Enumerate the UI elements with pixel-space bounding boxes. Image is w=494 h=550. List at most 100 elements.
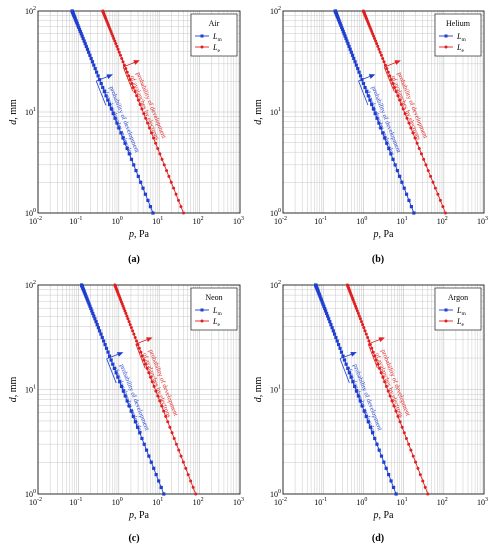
data-point bbox=[158, 399, 162, 403]
data-point bbox=[99, 81, 103, 86]
data-point bbox=[189, 479, 193, 483]
legend-title: Helium bbox=[446, 19, 471, 28]
data-point bbox=[162, 163, 166, 167]
data-point bbox=[121, 389, 125, 393]
annotation-arrow bbox=[358, 74, 376, 106]
y-tick-label: 101 bbox=[270, 385, 281, 395]
data-point bbox=[139, 180, 143, 184]
data-point bbox=[127, 404, 131, 408]
data-point bbox=[409, 448, 413, 452]
data-point bbox=[123, 309, 127, 313]
data-point bbox=[114, 42, 118, 46]
data-point bbox=[328, 320, 332, 324]
data-point bbox=[354, 304, 358, 308]
data-point bbox=[360, 404, 364, 408]
data-point bbox=[87, 50, 91, 54]
legend-label: Le bbox=[212, 43, 220, 54]
data-point bbox=[136, 98, 140, 102]
data-point bbox=[142, 358, 146, 362]
x-tick-label: 101 bbox=[397, 497, 408, 507]
legend-title: Neon bbox=[205, 293, 222, 302]
data-point bbox=[104, 94, 108, 98]
data-point bbox=[119, 131, 123, 135]
data-point bbox=[122, 307, 126, 311]
chart-panel-d: 10-2 10-1 100 101 102 103 100 101 102 p, Pa d, mm (… bbox=[253, 280, 488, 544]
data-point bbox=[121, 136, 125, 140]
data-point bbox=[74, 20, 79, 24]
data-point bbox=[94, 320, 98, 324]
data-point bbox=[98, 329, 102, 333]
y-tick-label: 100 bbox=[25, 489, 36, 499]
data-point bbox=[351, 380, 355, 384]
data-point bbox=[343, 34, 347, 38]
data-point bbox=[111, 111, 115, 116]
data-point bbox=[93, 317, 97, 321]
data-point bbox=[174, 192, 178, 196]
data-point bbox=[92, 314, 96, 318]
data-point bbox=[342, 32, 346, 36]
data-point bbox=[100, 335, 104, 340]
data-point bbox=[156, 394, 160, 398]
y-axis-label: d, mm bbox=[253, 99, 264, 125]
data-point bbox=[326, 314, 330, 318]
data-point bbox=[418, 473, 422, 477]
annotation-arrow bbox=[383, 60, 401, 92]
data-point bbox=[127, 74, 131, 78]
data-point bbox=[347, 44, 351, 49]
legend-box bbox=[190, 287, 238, 331]
data-point bbox=[82, 39, 86, 43]
data-point bbox=[143, 362, 147, 366]
x-tick-label: 102 bbox=[193, 497, 204, 507]
legend-item-Lm: Lm bbox=[195, 306, 222, 317]
data-point bbox=[352, 56, 356, 61]
legend-item-Le: Le bbox=[439, 317, 464, 328]
data-point bbox=[182, 211, 186, 215]
data-point bbox=[109, 358, 113, 362]
data-point bbox=[384, 466, 388, 470]
data-point bbox=[89, 56, 93, 61]
data-point bbox=[125, 146, 129, 151]
data-point bbox=[129, 157, 134, 161]
data-point bbox=[103, 342, 107, 347]
data-point bbox=[358, 74, 363, 78]
data-point bbox=[85, 298, 90, 302]
data-point bbox=[371, 350, 375, 354]
legend-box bbox=[190, 13, 238, 57]
data-point bbox=[347, 371, 352, 375]
data-point bbox=[398, 98, 402, 102]
data-point bbox=[381, 131, 385, 135]
data-point bbox=[374, 358, 378, 362]
data-point bbox=[132, 332, 136, 336]
data-point bbox=[335, 339, 339, 343]
data-point bbox=[404, 192, 409, 196]
data-point bbox=[167, 174, 171, 178]
plot-frame bbox=[282, 10, 485, 214]
data-point bbox=[341, 29, 345, 34]
data-point bbox=[334, 335, 338, 340]
data-point bbox=[371, 32, 375, 36]
data-point bbox=[330, 326, 334, 330]
data-point bbox=[162, 409, 166, 413]
data-point bbox=[387, 472, 391, 477]
data-point bbox=[391, 485, 396, 490]
data-point bbox=[134, 168, 138, 173]
data-point bbox=[84, 44, 88, 49]
data-point bbox=[389, 479, 393, 483]
data-point bbox=[436, 192, 440, 196]
data-point bbox=[157, 479, 161, 483]
data-point bbox=[371, 107, 376, 111]
data-point bbox=[111, 362, 115, 366]
data-point bbox=[356, 67, 360, 71]
data-point bbox=[132, 163, 136, 167]
data-point bbox=[181, 460, 185, 464]
data-point bbox=[154, 472, 158, 477]
data-point bbox=[93, 67, 97, 71]
data-point bbox=[374, 39, 378, 43]
data-point bbox=[340, 27, 345, 31]
data-point bbox=[144, 448, 149, 452]
data-point bbox=[186, 473, 190, 477]
annotation-arrow bbox=[339, 351, 357, 384]
data-point bbox=[431, 180, 435, 184]
data-point bbox=[137, 346, 141, 350]
